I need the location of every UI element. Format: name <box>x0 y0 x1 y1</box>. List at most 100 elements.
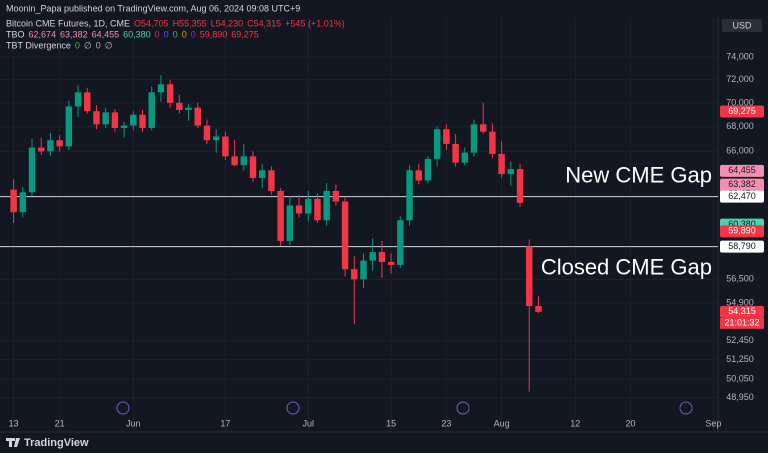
candle-body <box>507 169 515 175</box>
legend-text: TBT Divergence <box>6 40 71 50</box>
candle-body <box>406 170 413 221</box>
x-tick-label: 20 <box>626 418 636 428</box>
candle-body <box>19 192 27 213</box>
candle-body <box>535 305 542 312</box>
candle-body <box>305 198 312 214</box>
attribution: Moonin_Papa published on TradingView.com… <box>6 3 300 13</box>
candle-body <box>56 140 63 147</box>
candle-body <box>74 92 82 107</box>
legend-text: TBO <box>6 29 25 39</box>
brand-logo <box>6 438 20 447</box>
candle-body <box>351 269 358 280</box>
candle-body <box>111 112 119 128</box>
y-tick-label: 51,250 <box>726 354 754 364</box>
x-tick-label: 21 <box>55 418 65 428</box>
candle-body <box>139 114 146 128</box>
candle-body <box>424 158 432 181</box>
candle-body <box>130 114 137 126</box>
price-label-bg <box>720 240 764 253</box>
x-tick-label: Sep <box>705 418 721 428</box>
candle-body <box>185 107 192 110</box>
legend-text: 0 <box>155 29 160 39</box>
candle-body <box>268 170 275 191</box>
candle-body <box>194 107 201 126</box>
candle-body <box>231 156 238 166</box>
candle-body <box>369 252 376 261</box>
countdown-bg <box>720 317 764 329</box>
legend-text: 0 <box>164 29 169 39</box>
x-tick-label: 17 <box>220 418 230 428</box>
candle-body <box>10 189 17 213</box>
candle-body <box>332 190 340 202</box>
price-label-bg <box>720 305 764 318</box>
event-icon[interactable] <box>456 401 470 415</box>
y-tick-label: 54,900 <box>726 297 754 307</box>
candle-body <box>93 111 100 125</box>
x-tick-label: 15 <box>386 418 396 428</box>
candle-body <box>222 136 229 157</box>
y-tick-label: 66,000 <box>726 146 754 156</box>
annotation: New CME Gap <box>565 162 712 187</box>
candle-body <box>360 260 367 280</box>
candle-body <box>516 169 524 203</box>
y-tick-label: 70,000 <box>726 97 754 107</box>
candle-body <box>323 190 330 221</box>
candle-body <box>489 131 496 154</box>
legend-text: +545 (+1.01%) <box>285 18 345 28</box>
candle-body <box>479 124 487 132</box>
candle-body <box>433 129 441 159</box>
price-label-bg <box>720 178 764 191</box>
annotation: Closed CME Gap <box>541 254 712 279</box>
candle-body <box>38 147 45 152</box>
legend-text: 0 <box>182 29 187 39</box>
candle-body <box>295 205 303 214</box>
candle-body <box>314 198 321 221</box>
y-tick-label: 74,000 <box>726 51 754 61</box>
y-tick-label: 56,500 <box>726 274 754 284</box>
x-tick-label: 12 <box>570 418 580 428</box>
event-icon[interactable] <box>286 401 300 415</box>
candle-body <box>203 125 211 141</box>
price-label: 69,275 <box>728 106 756 116</box>
x-tick-label: Aug <box>494 418 510 428</box>
candle-body <box>176 102 183 110</box>
legend-text: 0 <box>191 29 196 39</box>
candle-body <box>341 201 349 270</box>
price-label-bg <box>720 164 764 177</box>
legend-text: 0 <box>173 29 178 39</box>
candle-body <box>526 246 533 307</box>
legend-text: 62,674 <box>29 29 57 39</box>
legend-text: 0 <box>75 40 80 50</box>
legend-text: ∅ <box>84 40 92 50</box>
candle-body <box>47 140 54 152</box>
currency-badge[interactable] <box>722 19 762 32</box>
y-tick-label: 72,000 <box>726 74 754 84</box>
legend-text: 60,380 <box>123 29 151 39</box>
candle-body <box>498 153 505 175</box>
candle-body <box>286 205 294 241</box>
candle-body <box>102 112 109 125</box>
candle-body <box>387 262 395 265</box>
candle-body <box>258 170 266 178</box>
replay-icons <box>116 401 693 415</box>
candle-body <box>461 152 469 163</box>
event-icon[interactable] <box>679 401 693 415</box>
legend-text: 59,890 <box>200 29 228 39</box>
legend-text: 64,455 <box>92 29 120 39</box>
candle-body <box>65 106 73 147</box>
candle-body <box>28 147 36 193</box>
candle-body <box>249 156 257 178</box>
y-tick-label: 50,050 <box>726 374 754 384</box>
event-icon[interactable] <box>116 401 130 415</box>
y-tick-label: 68,000 <box>726 121 754 131</box>
brand: TradingView <box>24 437 89 449</box>
price-label: 58,790 <box>728 241 756 251</box>
x-tick-label: 23 <box>441 418 451 428</box>
candle-body <box>166 84 174 103</box>
price-label: 54,315 <box>728 306 756 316</box>
y-tick-label: 52,450 <box>726 335 754 345</box>
candle-body <box>378 252 386 263</box>
legend-text: ∅ <box>105 40 113 50</box>
legend-text: L54,230 <box>211 18 244 28</box>
